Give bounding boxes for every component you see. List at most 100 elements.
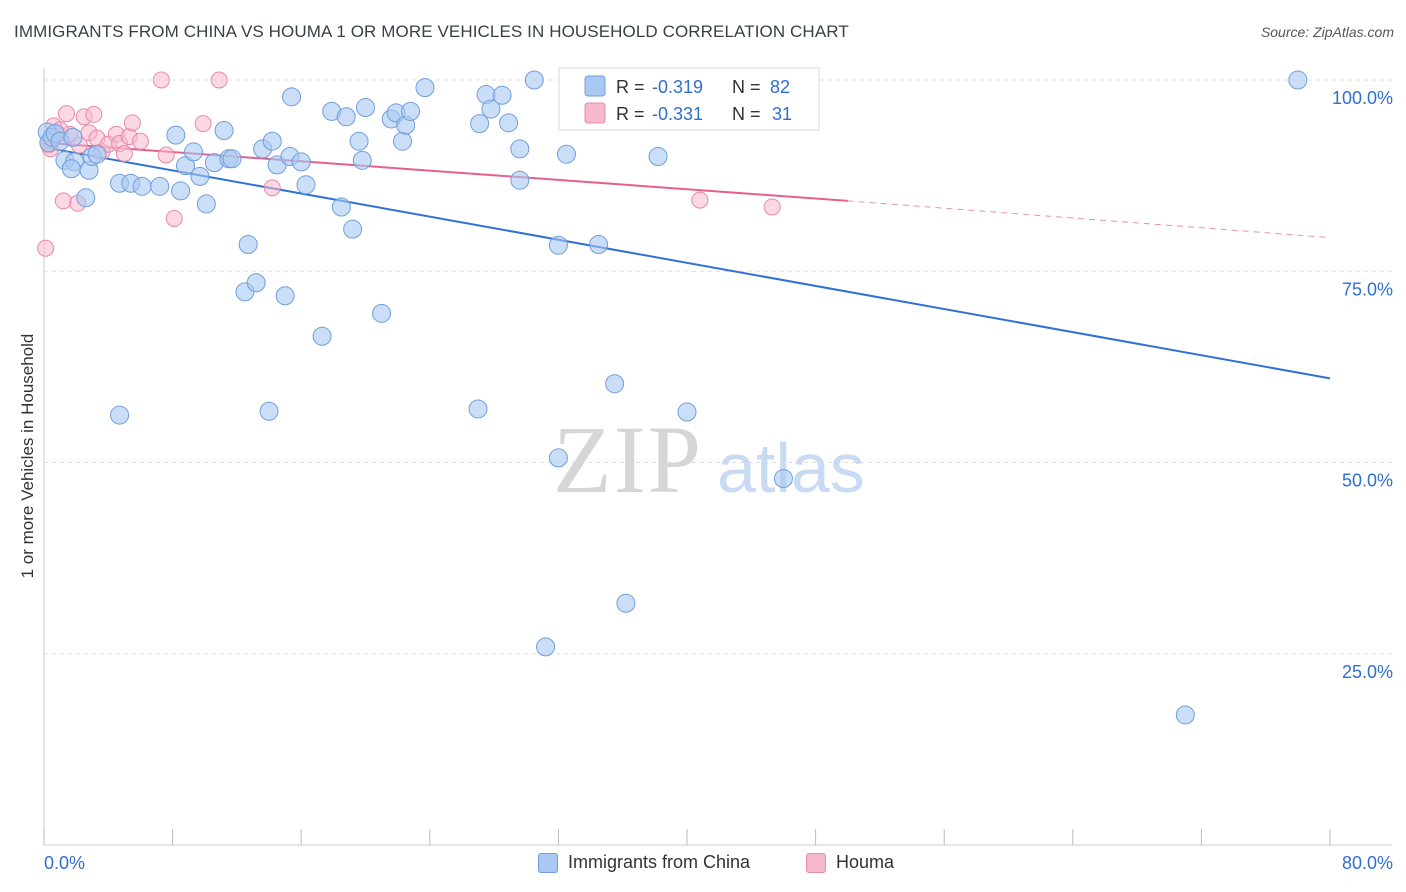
china-point	[356, 98, 375, 118]
china-point	[331, 197, 351, 217]
china-point	[275, 286, 295, 306]
china-point	[499, 113, 519, 133]
china-point	[605, 374, 625, 394]
trend-line-houma	[43, 141, 848, 202]
houma-point	[152, 71, 170, 89]
china-point	[492, 85, 512, 105]
china-point	[1288, 70, 1308, 90]
chart-source: Source: ZipAtlas.com	[1260, 24, 1394, 40]
china-point	[536, 637, 556, 657]
y-axis-label: 1 or more Vehicles in Household	[18, 334, 37, 579]
china-point	[616, 593, 636, 613]
china-point	[312, 326, 332, 346]
stats-r-value-china: -0.319	[652, 77, 703, 97]
stats-swatch-houma	[584, 102, 606, 124]
china-point	[61, 159, 81, 179]
grid-lines	[44, 79, 1392, 655]
china-point	[132, 176, 152, 196]
china-point	[773, 469, 793, 489]
china-point	[296, 175, 316, 195]
legend-item-china[interactable]: Immigrants from China	[538, 852, 750, 873]
houma-point	[123, 114, 141, 132]
china-point	[262, 131, 282, 151]
china-point	[470, 114, 490, 134]
stats-n-value-china: 82	[770, 77, 790, 97]
stats-r-label-china: R =	[616, 77, 645, 97]
houma-point	[165, 209, 183, 227]
x-tick-label: 80.0%	[1342, 853, 1393, 873]
china-point	[222, 149, 242, 169]
houma-point	[37, 239, 55, 257]
legend-item-houma[interactable]: Houma	[806, 852, 894, 873]
houma-point	[115, 144, 133, 162]
houma-point	[85, 105, 103, 123]
legend-label-houma: Houma	[836, 852, 895, 872]
china-point	[166, 125, 186, 145]
y-tick-label: 25.0%	[1342, 662, 1393, 682]
trend-line-china	[43, 146, 1331, 380]
china-point	[510, 139, 530, 159]
trend-lines	[43, 141, 1331, 380]
houma-point	[58, 105, 76, 123]
china-point	[259, 401, 279, 421]
watermark-zip: ZIP	[553, 406, 703, 513]
legend-swatch-houma	[806, 852, 826, 873]
y-tick-labels: 100.0% 75.0% 50.0% 25.0%	[1332, 88, 1393, 682]
houma-point	[54, 192, 72, 210]
china-point	[524, 70, 544, 90]
series-legend: Immigrants from China Houma	[0, 852, 1406, 878]
china-point	[343, 219, 363, 239]
houma-point	[691, 191, 709, 209]
stats-r-value-houma: -0.331	[652, 104, 703, 124]
china-point	[183, 142, 203, 162]
chart-title: IMMIGRANTS FROM CHINA VS HOUMA 1 OR MORE…	[14, 22, 849, 41]
china-point	[415, 78, 435, 98]
y-tick-label: 100.0%	[1332, 88, 1393, 108]
china-point	[336, 107, 356, 127]
houma-point	[194, 115, 212, 133]
x-tick-labels: 0.0% 80.0%	[44, 853, 1393, 873]
china-point	[401, 101, 421, 121]
houma-point	[763, 198, 781, 216]
axes	[43, 68, 1392, 846]
china-point	[291, 152, 311, 172]
china-point	[548, 235, 568, 255]
china-point	[548, 448, 568, 468]
china-point	[1175, 705, 1195, 725]
china-point	[110, 405, 130, 425]
china-point	[352, 150, 372, 170]
china-point	[196, 194, 216, 214]
china-point	[372, 303, 392, 323]
stats-swatch-china	[584, 75, 606, 97]
china-point	[76, 188, 96, 208]
stats-n-label-houma: N =	[732, 104, 761, 124]
china-point	[87, 144, 107, 164]
china-points	[37, 70, 1308, 725]
china-point	[648, 147, 668, 166]
china-point	[238, 234, 258, 254]
x-tick-label: 0.0%	[44, 853, 85, 873]
stats-n-label-china: N =	[732, 77, 761, 97]
stats-n-value-houma: 31	[772, 104, 792, 124]
legend-label-china: Immigrants from China	[568, 852, 751, 872]
stats-legend: R = -0.319 N = 82 R = -0.331 N = 31	[558, 67, 820, 131]
china-point	[349, 131, 369, 151]
y-tick-label: 50.0%	[1342, 471, 1393, 491]
china-point	[677, 402, 697, 422]
houma-point	[210, 71, 228, 89]
china-point	[481, 99, 501, 119]
legend-swatch-china	[538, 852, 558, 873]
y-tick-label: 75.0%	[1342, 279, 1393, 299]
china-point	[510, 170, 530, 190]
houma-point	[263, 179, 281, 197]
watermark-atlas: atlas	[717, 429, 865, 507]
houma-point	[131, 132, 149, 150]
china-point	[468, 399, 488, 419]
china-point	[190, 166, 210, 186]
houma-point	[157, 146, 175, 164]
china-point	[150, 176, 170, 196]
trend-line-houma-extension	[847, 200, 1331, 239]
stats-r-label-houma: R =	[616, 104, 645, 124]
china-point	[246, 273, 266, 293]
